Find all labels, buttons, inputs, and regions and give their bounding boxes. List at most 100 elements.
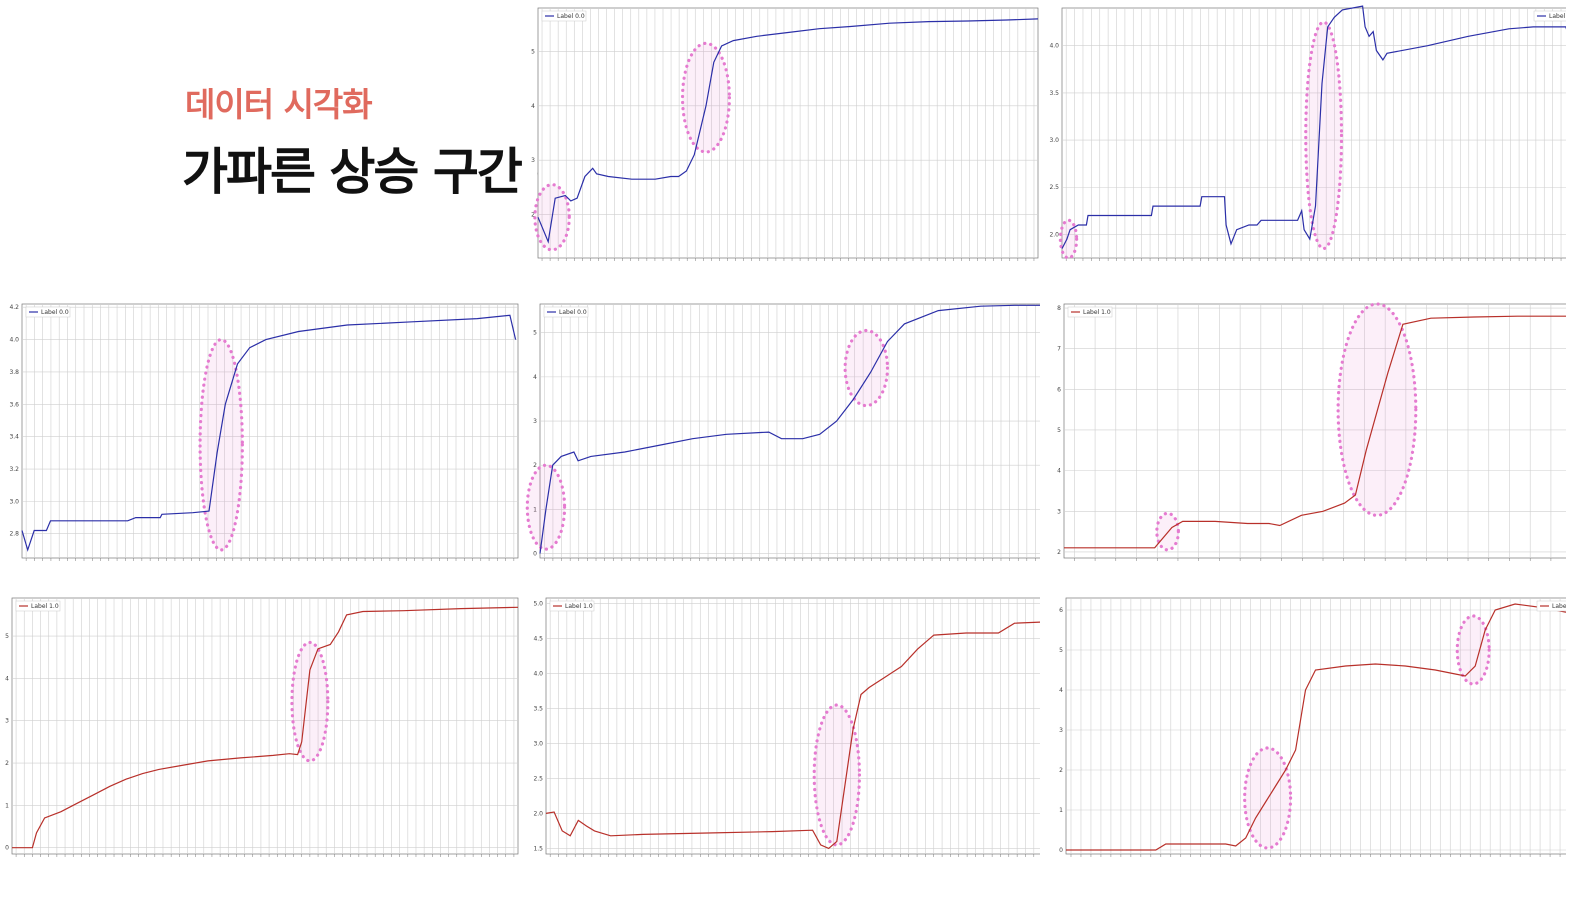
y-tick-label: 3.0 bbox=[1049, 137, 1059, 144]
series-line bbox=[537, 18, 1039, 244]
series-line bbox=[1066, 603, 1566, 851]
legend: Label 1.0 bbox=[1536, 600, 1566, 612]
highlight-ellipse bbox=[680, 41, 732, 154]
y-tick-label: 8 bbox=[1057, 305, 1061, 312]
chart-panel-4: 0 1 2 3 4 5 Label 0.0 bbox=[520, 294, 1040, 584]
highlight-ellipse bbox=[290, 640, 330, 763]
y-tick-label: 1 bbox=[1059, 807, 1063, 814]
legend-label: Label 0.0 bbox=[557, 13, 585, 20]
y-tick-label: 5 bbox=[533, 330, 537, 337]
chart-panel-6: 0 1 2 3 4 5 Label 1.0 bbox=[0, 590, 520, 880]
legend: Label 0.0 bbox=[541, 10, 587, 22]
plot-area bbox=[539, 303, 1040, 559]
heading-subtitle: 데이터 시각화 bbox=[185, 85, 373, 124]
legend: Label 0.0 bbox=[25, 306, 71, 318]
chart-panel-5: 2 3 4 5 6 7 8 Label 1.0 bbox=[1040, 294, 1566, 584]
legend-box bbox=[549, 600, 595, 612]
y-tick-label: 5 bbox=[1057, 427, 1061, 434]
y-tick-label: 3.2 bbox=[9, 466, 19, 473]
chart-7: 1.5 2.0 2.5 3.0 3.5 4.0 4.5 5.0 Label 1.0 bbox=[533, 597, 1040, 857]
highlight-ellipse bbox=[1455, 614, 1491, 686]
y-tick-label: 2 bbox=[1057, 549, 1061, 556]
plot-area bbox=[1063, 303, 1566, 559]
legend-box bbox=[541, 10, 587, 22]
chart-2: 2.0 2.5 3.0 3.5 4.0 Label 0.0 bbox=[1049, 5, 1566, 261]
chart-panel-3: 2.8 3.0 3.2 3.4 3.6 3.8 4.0 4.2 Label 0.0 bbox=[0, 294, 520, 584]
y-tick-label: 3.0 bbox=[533, 740, 543, 747]
highlight-ellipse bbox=[1155, 511, 1180, 552]
series-line bbox=[21, 314, 517, 552]
y-tick-label: 5 bbox=[531, 48, 535, 55]
y-tick-label: 4 bbox=[1059, 687, 1063, 694]
chart-5: 2 3 4 5 6 7 8 Label 1.0 bbox=[1057, 302, 1566, 561]
y-tick-label: 3 bbox=[531, 157, 535, 164]
legend-label: Label 1.0 bbox=[31, 603, 59, 610]
highlight-ellipse bbox=[1058, 218, 1079, 260]
y-tick-label: 2 bbox=[1059, 767, 1063, 774]
plot-area bbox=[21, 303, 519, 559]
y-tick-label: 3.0 bbox=[9, 498, 19, 505]
legend-box bbox=[15, 600, 61, 612]
y-tick-label: 3 bbox=[1057, 508, 1061, 515]
y-tick-label: 2 bbox=[531, 212, 535, 219]
chart-6: 0 1 2 3 4 5 Label 1.0 bbox=[5, 597, 519, 857]
series-line bbox=[12, 606, 519, 849]
legend: Label 0.0 bbox=[543, 306, 589, 318]
legend-box bbox=[25, 306, 71, 318]
legend-label: Label 1.0 bbox=[565, 603, 593, 610]
y-tick-label: 1 bbox=[533, 506, 537, 513]
chart-8: 0 1 2 3 4 5 6 Label 1.0 bbox=[1059, 597, 1566, 857]
y-tick-label: 4 bbox=[5, 675, 9, 682]
legend: Label 1.0 bbox=[549, 600, 595, 612]
y-tick-label: 3.6 bbox=[9, 401, 19, 408]
y-tick-label: 2.5 bbox=[1049, 184, 1059, 191]
y-tick-label: 2.8 bbox=[9, 531, 19, 538]
y-tick-label: 7 bbox=[1057, 346, 1061, 353]
y-tick-label: 4 bbox=[1057, 468, 1061, 475]
legend-box bbox=[1536, 600, 1566, 612]
highlight-ellipse bbox=[198, 337, 244, 552]
y-tick-label: 5 bbox=[1059, 647, 1063, 654]
y-tick-label: 3.5 bbox=[533, 706, 543, 713]
chart-panel-1: 2 3 4 5 Label 0.0 bbox=[518, 0, 1040, 290]
legend-label: Label 1.0 bbox=[1552, 603, 1566, 610]
y-tick-label: 0 bbox=[1059, 847, 1063, 854]
y-tick-label: 2 bbox=[5, 760, 9, 767]
highlight-ellipse bbox=[843, 328, 890, 408]
y-tick-label: 2.5 bbox=[533, 775, 543, 782]
legend-box bbox=[543, 306, 589, 318]
y-tick-label: 4.2 bbox=[9, 304, 19, 311]
highlight-ellipse bbox=[812, 703, 862, 847]
y-tick-label: 1 bbox=[5, 802, 9, 809]
plot-area bbox=[545, 597, 1040, 855]
series-line bbox=[545, 621, 1040, 850]
y-tick-label: 3 bbox=[1059, 727, 1063, 734]
y-tick-label: 4.5 bbox=[533, 636, 543, 643]
y-tick-label: 4 bbox=[531, 103, 535, 110]
legend: Label 1.0 bbox=[15, 600, 61, 612]
y-tick-label: 6 bbox=[1059, 607, 1063, 614]
chart-panel-8: 0 1 2 3 4 5 6 Label 1.0 bbox=[1040, 590, 1566, 880]
y-tick-label: 4.0 bbox=[9, 337, 19, 344]
y-tick-label: 5.0 bbox=[533, 601, 543, 608]
legend-box bbox=[1067, 306, 1113, 318]
y-tick-label: 6 bbox=[1057, 386, 1061, 393]
y-tick-label: 1.5 bbox=[533, 845, 543, 852]
series-line bbox=[1064, 315, 1566, 549]
legend: Label 1.0 bbox=[1067, 306, 1113, 318]
legend: Label 0.0 bbox=[1533, 10, 1566, 22]
y-tick-label: 3.5 bbox=[1049, 90, 1059, 97]
plot-area bbox=[11, 597, 519, 855]
y-tick-label: 2 bbox=[533, 462, 537, 469]
y-tick-label: 4.0 bbox=[533, 671, 543, 678]
y-tick-label: 0 bbox=[533, 551, 537, 558]
y-tick-label: 4.0 bbox=[1049, 43, 1059, 50]
legend-label: Label 0.0 bbox=[559, 309, 587, 316]
highlight-ellipse bbox=[1304, 20, 1344, 251]
plot-area bbox=[537, 7, 1039, 259]
chart-panel-2: 2.0 2.5 3.0 3.5 4.0 Label 0.0 bbox=[1040, 0, 1566, 290]
y-tick-label: 3 bbox=[533, 418, 537, 425]
legend-label: Label 1.0 bbox=[1083, 309, 1111, 316]
chart-panel-7: 1.5 2.0 2.5 3.0 3.5 4.0 4.5 5.0 Label 1.0 bbox=[520, 590, 1040, 880]
series-line bbox=[1061, 5, 1566, 249]
